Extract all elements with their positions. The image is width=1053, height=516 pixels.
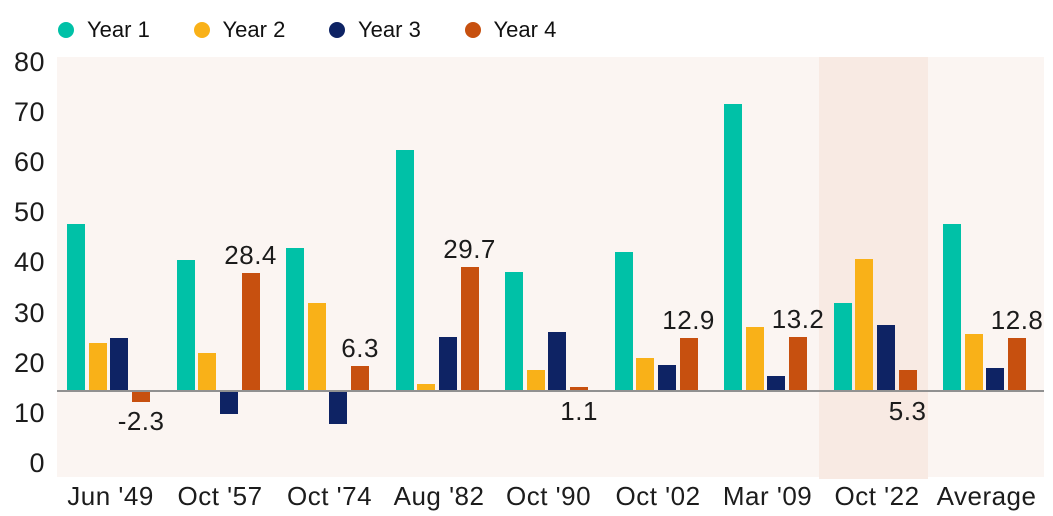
bar-year-1-aug-82 (395, 150, 414, 392)
bar-year-2-aug-82 (417, 384, 436, 392)
x-axis-label-oct-22: Oct '22 (834, 481, 920, 511)
bar-year-2-mar-09 (745, 326, 764, 392)
y-axis-tick-20: 20 (13, 347, 45, 378)
x-axis-label-oct-74: Oct '74 (287, 481, 373, 511)
y-axis-tick-10: 10 (13, 397, 45, 428)
legend-label-year-1: Year 1 (87, 17, 150, 42)
legend-dot-year-2-icon (193, 22, 210, 38)
data-label-mar-09: 13.2 (771, 303, 825, 334)
bar-year-3-oct-90 (548, 331, 567, 392)
legend-item-year-3: Year 3 (329, 17, 421, 43)
bar-year-2-oct-90 (526, 370, 545, 392)
bar-year-4-mar-09 (789, 336, 808, 392)
bar-year-3-oct-74 (329, 392, 348, 424)
y-axis-tick-50: 50 (13, 197, 45, 228)
bar-year-2-oct-02 (636, 357, 655, 392)
bar-year-2-oct-57 (198, 352, 217, 392)
x-axis-label-oct-02: Oct '02 (615, 481, 701, 511)
bar-year-3-oct-22 (876, 324, 895, 392)
bar-year-3-average (986, 367, 1005, 392)
bar-year-1-oct-22 (833, 302, 852, 392)
data-label-jun-49: -2.3 (117, 405, 165, 436)
y-axis-tick-40: 40 (13, 247, 45, 278)
data-label-oct-22: 5.3 (888, 396, 927, 426)
data-label-oct-02: 12.9 (662, 304, 715, 335)
bar-year-1-jun-49 (67, 224, 85, 392)
bar-year-2-average (964, 333, 983, 392)
bar-year-3-oct-57 (219, 392, 238, 414)
bar-year-2-oct-74 (307, 302, 326, 392)
bar-year-3-aug-82 (438, 336, 457, 392)
data-label-oct-57: 28.4 (224, 239, 277, 270)
x-axis-label-average: Average (936, 481, 1037, 511)
legend-item-year-2: Year 2 (193, 17, 286, 43)
bar-year-3-mar-09 (767, 376, 786, 392)
bar-year-4-aug-82 (460, 267, 479, 392)
legend-item-year-1: Year 1 (58, 17, 150, 43)
bar-year-1-oct-74 (286, 247, 304, 392)
legend-dot-year-4-icon (464, 22, 481, 38)
bar-year-4-oct-02 (679, 337, 698, 392)
x-axis-label-oct-57: Oct '57 (177, 481, 263, 511)
bar-year-4-oct-90 (570, 387, 589, 392)
data-label-oct-74: 6.3 (341, 332, 379, 363)
y-axis-tick-30: 30 (13, 297, 45, 328)
y-axis-tick-80: 80 (13, 47, 45, 77)
bar-year-2-oct-22 (855, 258, 874, 392)
bar-year-4-oct-22 (898, 369, 917, 392)
legend-label-year-2: Year 2 (222, 17, 286, 42)
bar-year-4-jun-49 (132, 392, 151, 402)
data-label-average: 12.8 (990, 305, 1044, 336)
bar-year-1-oct-02 (614, 252, 633, 392)
zero-baseline (57, 390, 1044, 392)
bar-year-1-mar-09 (724, 103, 742, 392)
x-axis-label-aug-82: Aug '82 (393, 481, 485, 511)
highlight-band-oct-22 (819, 57, 928, 479)
y-axis-tick-60: 60 (13, 147, 45, 178)
legend-label-year-3: Year 3 (358, 17, 421, 42)
bar-year-4-oct-74 (351, 365, 370, 392)
x-axis-label-jun-49: Jun '49 (67, 481, 154, 511)
legend-dot-year-3-icon (329, 22, 345, 38)
legend-item-year-4: Year 4 (464, 17, 557, 43)
y-axis-tick-0: 0 (29, 447, 45, 478)
data-label-oct-90: 1.1 (560, 396, 598, 426)
bar-year-1-oct-57 (176, 260, 195, 392)
x-axis-label-mar-09: Mar '09 (722, 481, 813, 511)
data-label-aug-82: 29.7 (443, 234, 496, 265)
bar-year-4-oct-57 (241, 272, 260, 392)
bar-year-1-oct-90 (505, 271, 523, 392)
bar-year-4-average (1008, 338, 1027, 392)
legend-dot-year-1-icon (58, 22, 74, 38)
bar-year-3-oct-02 (657, 365, 676, 392)
y-axis-tick-70: 70 (13, 97, 45, 128)
bar-year-3-jun-49 (110, 337, 129, 392)
bar-year-2-jun-49 (88, 342, 107, 392)
x-axis-label-oct-90: Oct '90 (506, 481, 592, 511)
legend-label-year-4: Year 4 (493, 17, 557, 42)
bar-year-1-average (943, 224, 961, 392)
